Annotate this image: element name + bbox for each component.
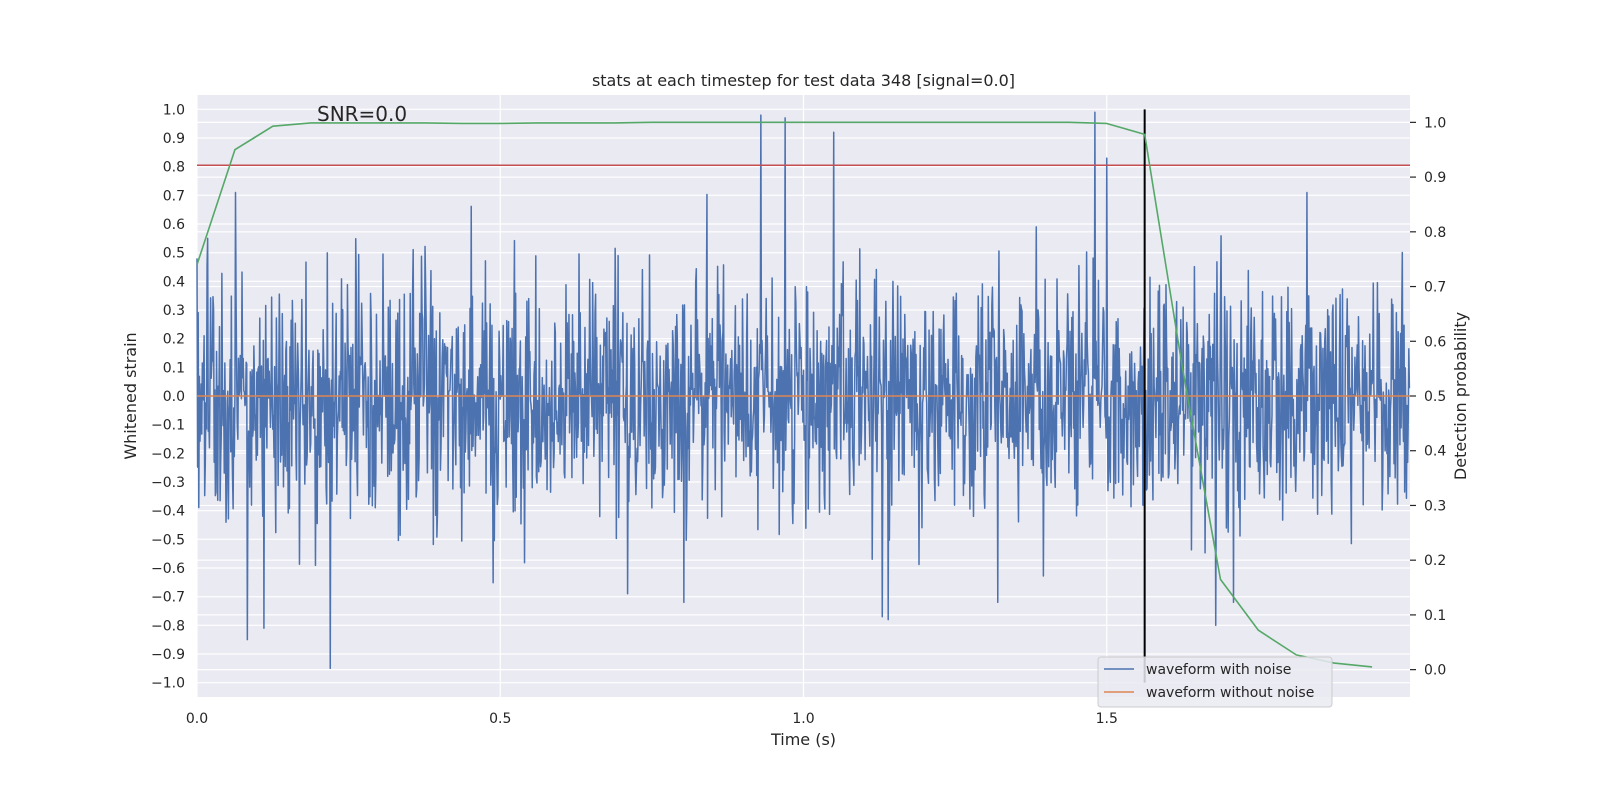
y2-axis-label: Detection probability <box>1451 312 1470 480</box>
x-tick-label: 0.0 <box>186 711 208 727</box>
y-tick-label: −0.9 <box>151 647 185 663</box>
legend-label-noise: waveform with noise <box>1146 662 1291 678</box>
y-tick-label: 0.4 <box>163 274 185 290</box>
y-tick-label: −0.5 <box>151 532 185 548</box>
reference-lines <box>197 109 1410 683</box>
y2-tick-label: 0.7 <box>1424 280 1446 296</box>
y2-tick-label: 0.8 <box>1424 225 1446 241</box>
y-tick-label: 0.8 <box>163 160 185 176</box>
y2-tick-label: 0.9 <box>1424 170 1446 186</box>
y2-tick-label: 0.0 <box>1424 663 1446 679</box>
y-axis-right-ticks: 1.0 0.9 0.8 0.7 0.6 0.5 0.4 0.3 0.2 0.1 0.0 <box>1410 115 1446 679</box>
y2-tick-label: 0.6 <box>1424 334 1446 350</box>
x-axis-ticks: 0.0 0.5 1.0 1.5 <box>186 711 1118 727</box>
y-tick-label: 0.1 <box>163 360 185 376</box>
y2-tick-label: 0.5 <box>1424 389 1446 405</box>
series-layer <box>196 111 1411 670</box>
y-tick-label: 0.7 <box>163 188 185 204</box>
legend-label-clean: waveform without noise <box>1146 685 1314 701</box>
y-tick-label: 0.5 <box>163 246 185 262</box>
y-tick-label: 0.0 <box>163 389 185 405</box>
snr-annotation: SNR=0.0 <box>317 102 407 126</box>
y-tick-label: −0.4 <box>151 504 185 520</box>
y-tick-label: −0.1 <box>151 418 185 434</box>
x-axis-label: Time (s) <box>770 730 836 749</box>
legend: waveform with noise waveform without noi… <box>1097 656 1333 708</box>
x-tick-label: 1.5 <box>1096 711 1118 727</box>
y-tick-label: −0.8 <box>151 618 185 634</box>
y2-tick-label: 1.0 <box>1424 115 1446 131</box>
y2-tick-label: 0.2 <box>1424 553 1446 569</box>
y2-tick-label: 0.1 <box>1424 608 1446 624</box>
y-tick-label: −0.6 <box>151 561 185 577</box>
y-axis-label: Whitened strain <box>121 332 140 459</box>
x-tick-label: 0.5 <box>489 711 511 727</box>
y-tick-label: −0.3 <box>151 475 185 491</box>
y-tick-label: −0.2 <box>151 446 185 462</box>
chart-title: stats at each timestep for test data 348… <box>592 71 1015 90</box>
y-tick-label: 0.3 <box>163 303 185 319</box>
series-detection-probability <box>196 121 1373 668</box>
y-tick-label: 0.9 <box>163 131 185 147</box>
y-tick-label: 0.2 <box>163 332 185 348</box>
y-axis-left-ticks: 1.0 0.9 0.8 0.7 0.6 0.5 0.4 0.3 0.2 0.1 0.0 −0.1 −0.… <box>151 102 185 691</box>
y-tick-label: 1.0 <box>163 102 185 118</box>
x-tick-label: 1.0 <box>792 711 814 727</box>
y2-tick-label: 0.3 <box>1424 498 1446 514</box>
y-tick-label: −1.0 <box>151 676 185 692</box>
probability-layer <box>196 121 1373 668</box>
y-tick-label: −0.7 <box>151 590 185 606</box>
legend-box <box>1097 656 1333 708</box>
y2-tick-label: 0.4 <box>1424 444 1446 460</box>
y-tick-label: 0.6 <box>163 217 185 233</box>
